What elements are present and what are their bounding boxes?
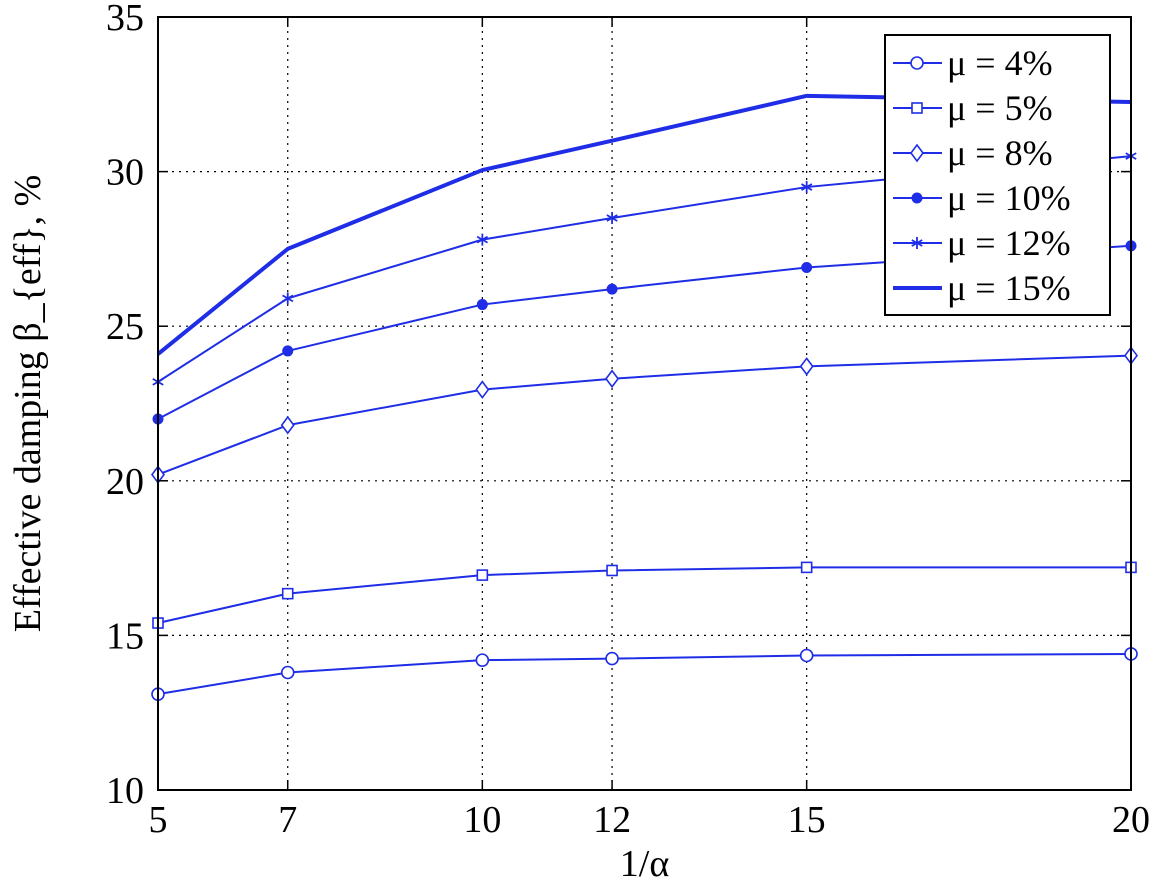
legend-marker xyxy=(911,237,923,249)
data-point xyxy=(605,651,619,666)
legend-marker xyxy=(910,143,924,163)
x-tick-label: 15 xyxy=(788,799,826,841)
series-line-4 xyxy=(157,155,1132,383)
legend-label: μ = 5% xyxy=(947,88,1053,128)
legend-label: μ = 10% xyxy=(947,178,1071,218)
y-axis-label: Effective damping β_{eff}, % xyxy=(7,175,49,632)
legend-label: μ = 12% xyxy=(947,223,1071,263)
legend-marker xyxy=(911,102,923,114)
x-tick-label: 5 xyxy=(149,799,168,841)
y-tick-label: 30 xyxy=(106,152,144,194)
data-point xyxy=(476,299,488,311)
legend: μ = 4% μ = 5% μ = 8% μ = 10% μ = 12% μ = 15% xyxy=(884,34,1111,316)
data-point xyxy=(605,369,620,389)
data-point xyxy=(476,569,489,581)
series-line-0 xyxy=(157,652,1132,696)
legend-label: μ = 4% xyxy=(947,43,1053,83)
legend-marker xyxy=(910,56,924,70)
data-point xyxy=(280,665,295,680)
data-point xyxy=(606,283,618,295)
series-line-3 xyxy=(157,244,1132,420)
data-point xyxy=(606,564,618,577)
legend-marker xyxy=(911,192,923,204)
data-point xyxy=(280,415,295,435)
legend-label: μ = 15% xyxy=(947,268,1071,308)
y-tick-label: 15 xyxy=(106,615,144,657)
data-point xyxy=(475,380,490,399)
data-point xyxy=(799,648,814,663)
data-point xyxy=(606,211,618,224)
data-point xyxy=(800,181,813,194)
y-tick-label: 20 xyxy=(106,461,144,503)
x-tick-label: 20 xyxy=(1112,799,1150,841)
x-axis-label: 1/α xyxy=(620,843,670,885)
legend-box xyxy=(884,34,1111,316)
y-tick-label: 35 xyxy=(106,0,144,39)
data-point xyxy=(801,261,813,273)
data-point xyxy=(282,292,294,305)
legend-label: μ = 8% xyxy=(947,133,1053,173)
data-point xyxy=(281,587,294,600)
series-line-2 xyxy=(157,354,1132,476)
data-point xyxy=(800,561,813,574)
axis-ticks: 5 7 10 12 15 20 10 15 20 25 30 35 xyxy=(106,0,1150,841)
data-point xyxy=(282,345,294,357)
plot-frame xyxy=(157,16,1132,791)
data-point xyxy=(476,233,489,246)
x-tick-label: 12 xyxy=(593,799,631,841)
series-line-1 xyxy=(157,566,1131,625)
data-point xyxy=(475,653,490,667)
x-tick-label: 7 xyxy=(278,799,297,841)
y-tick-label: 25 xyxy=(106,306,144,348)
data-point xyxy=(799,357,814,376)
y-tick-label: 10 xyxy=(106,770,144,812)
series-line-5 xyxy=(156,93,1132,356)
x-tick-label: 10 xyxy=(463,799,501,841)
